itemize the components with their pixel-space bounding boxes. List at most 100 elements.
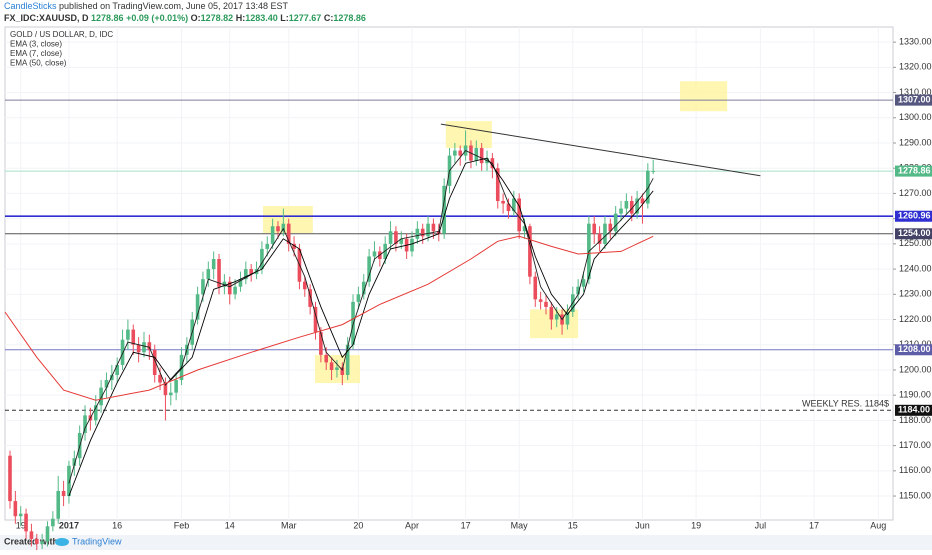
x-tick-label: 19 [691,520,701,530]
candle-body [345,344,350,375]
candle-body [265,243,270,249]
author[interactable]: CandleSticks [4,1,57,11]
y-tick-label: 1150.00 [899,490,931,500]
candle-body [319,332,323,355]
highlight-box [445,121,492,149]
candle-body [136,344,141,353]
candle-body [458,150,463,156]
candle-body [238,279,243,287]
candle-body [506,203,511,212]
brand-logo [55,538,69,546]
candle-body [554,314,559,320]
candle-body [93,405,98,421]
candle-body [24,513,28,532]
candle-body [313,306,318,333]
level-box [895,165,932,177]
candle-body [286,223,291,244]
level-label: 1208.00 [898,344,931,354]
y-tick-label: 1180.00 [899,415,931,425]
candle-body [292,243,296,249]
level-label: 1278.86 [898,165,931,175]
candle-body [110,375,114,381]
candle-body [340,367,345,375]
level-box [895,210,932,222]
y-tick-label: 1210.00 [899,339,932,349]
candle-body [131,329,136,345]
candle-body [624,201,629,209]
candle-body [281,223,286,232]
candle-body [249,269,253,275]
c-label: C: [324,13,334,23]
x-tick-label: 15 [568,520,578,530]
x-tick-label: 16 [112,520,122,530]
candle-body [83,415,87,433]
candle-body [431,223,436,232]
x-tick-label: May [511,520,529,530]
candle-body [120,339,125,365]
x-tick-label: Mar [281,520,297,530]
candle-body [608,223,613,232]
level-label: 1307.00 [898,95,931,105]
y-tick-label: 1250.00 [899,238,932,248]
ema-line [68,157,654,497]
x-tick-label: 2017 [59,520,79,530]
candle-body [640,198,645,204]
y-tick-label: 1170.00 [899,440,931,450]
candle-body [270,226,275,244]
candle-body [372,251,377,257]
candle-body [174,380,178,393]
y-tick-label: 1220.00 [899,314,932,324]
level-box [895,404,932,416]
y-tick-label: 1330.00 [899,37,932,47]
plot-frame [4,26,894,521]
candle-body [329,362,334,370]
level-box [895,344,932,356]
h-label: H: [236,13,246,23]
candle-body [61,491,66,497]
candle-body [629,201,634,214]
x-tick-label: Aug [870,520,886,530]
candle-body [99,387,103,406]
brand[interactable]: TradingView [72,536,122,546]
legend-entry: EMA (50, close) [10,59,67,68]
candle-body [565,311,570,325]
symbol-line: FX_IDC:XAUUSD, D 1278.86 +0.09 (+0.01%) … [4,13,366,23]
candle-body [603,223,607,244]
candle-body [479,148,484,164]
highlight-box [679,81,728,112]
o-label: O: [191,13,201,23]
y-tick-label: 1300.00 [899,112,932,122]
footer-bar [0,535,932,550]
candle-body [8,455,12,502]
candle-body [335,367,339,370]
y-tick-label: 1240.00 [899,263,932,273]
ema-line [68,150,654,484]
l-label: L: [280,13,289,23]
legend-entry: GOLD / US DOLLAR, D, IDC [10,30,113,39]
candle-body [18,513,23,517]
candle-body [635,198,639,214]
candle-body [142,342,146,353]
y-tick-label: 1160.00 [899,465,931,475]
candle-body [415,228,420,239]
level-box [895,94,932,106]
legend-entry: EMA (7, close) [10,49,62,58]
y-tick-label: 1320.00 [899,62,932,72]
legend-entry: EMA (3, close) [10,40,62,49]
candle-body [233,286,237,295]
candle-body [528,226,532,277]
candle-body [34,538,39,544]
candle-body [576,286,580,295]
candle-body [147,342,152,350]
candle-body [544,301,548,307]
candle-body [597,233,602,244]
y-tick-label: 1270.00 [899,188,932,198]
candle-body [244,269,248,280]
level-label: 1184.00 [898,405,930,415]
candle-body [45,526,50,542]
level-label: 1260.96 [898,211,931,221]
ema-line [4,235,654,401]
candle-body [163,382,168,396]
x-tick-label: Jul [755,520,767,530]
